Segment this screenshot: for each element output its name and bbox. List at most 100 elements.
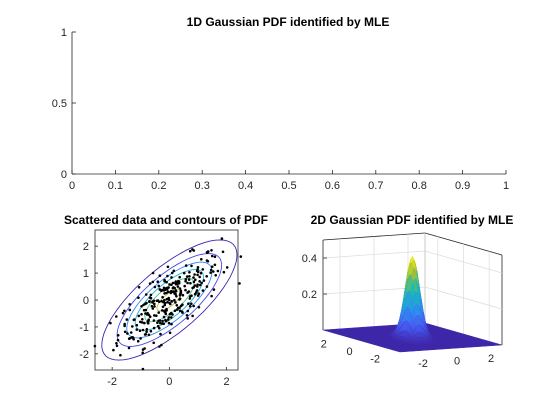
scatter-y-tick-label: -1 [79,322,89,334]
scatter-point [190,264,193,268]
scatter-point [147,333,151,337]
scatter-point [163,301,167,305]
scatter-point [166,300,169,304]
scatter-y-tick-label: -2 [79,349,89,361]
top-axes-x-tick-label: 0.7 [368,180,383,192]
scatter-point [198,280,201,283]
scatter-point [148,315,152,318]
scatter-point [156,324,160,328]
scatter-point [212,288,216,291]
scatter-point [199,271,203,275]
scatter-point [185,275,189,278]
scatter-y-ticks: -2 -1 0 1 2 [79,241,98,361]
scatter-y-tick-label: 0 [83,295,89,307]
scatter-point [151,280,155,284]
scatter-point [180,310,184,314]
scatter-point [202,279,206,282]
scatter-point [184,264,188,267]
scatter-point [123,309,126,313]
scatter-points [93,237,243,371]
top-axes: 1D Gaussian PDF identified by MLE 0 0.1 0.… [52,15,509,192]
scatter-point [139,337,142,340]
scatter-point [161,305,165,309]
scatter-axes: Scattered data and contours of PDF -2 0 2 … [64,213,268,388]
surface-patch [430,338,436,342]
scatter-point [178,309,182,313]
scatter-point [143,321,146,325]
scatter-point [141,367,145,371]
scatter-point [205,259,209,262]
scatter-point [131,325,134,328]
scatter-point [174,281,177,285]
top-axes-x-tick-label: 0.4 [238,180,253,192]
scatter-x-tick-label: -2 [107,376,117,388]
scatter-point [210,294,213,298]
scatter-point [137,314,141,318]
scatter-point [170,276,173,279]
scatter-point [171,281,175,285]
scatter-point [186,291,189,294]
surface-patch [429,340,435,343]
scatter-point [153,285,157,289]
scatter-point [239,255,243,258]
scatter-point [196,266,200,269]
surface-x-tick-label: -2 [418,358,428,370]
scatter-point [178,275,181,279]
surface-mesh [388,255,437,346]
scatter-point [193,273,196,276]
scatter-point [166,318,170,321]
scatter-point [152,326,156,330]
surface-axes-title: 2D Gaussian PDF identified by MLE [311,213,514,227]
scatter-point [175,304,179,307]
scatter-point [156,321,159,325]
scatter-point [163,298,166,302]
scatter-point [178,297,182,301]
scatter-point [181,303,184,307]
top-axes-x-tick-label: 0.6 [325,180,340,192]
scatter-point [210,254,214,258]
scatter-point [184,279,187,283]
scatter-point [160,343,163,347]
scatter-point [190,302,193,306]
scatter-point [149,329,153,333]
scatter-point [137,296,140,300]
scatter-point [137,286,141,289]
scatter-point [115,342,118,345]
scatter-point [225,266,229,269]
scatter-point [192,280,196,284]
scatter-point [170,271,174,275]
scatter-point [192,249,196,252]
scatter-point [167,316,171,319]
scatter-point [173,309,177,313]
scatter-point [198,275,201,279]
scatter-point [152,319,156,322]
scatter-point [162,315,166,319]
scatter-point [196,273,199,277]
scatter-point [143,347,146,350]
scatter-point [150,304,154,308]
scatter-point [188,297,192,300]
scatter-point [194,278,197,282]
scatter-point [166,265,170,269]
scatter-point [132,337,135,341]
top-axes-x-tick-label: 0.5 [281,180,296,192]
scatter-point [185,314,189,317]
scatter-y-tick-label: 2 [83,241,89,253]
contour-line [101,239,238,361]
scatter-point [140,321,144,324]
scatter-point [136,339,140,343]
scatter-point [184,288,187,292]
scatter-point [165,288,169,291]
scatter-point [163,280,166,283]
scatter-point [210,249,213,252]
scatter-point [186,317,189,320]
scatter-point [177,279,180,283]
top-axes-y-tick-label: 0 [61,169,67,181]
scatter-point [192,304,195,308]
scatter-point [189,295,192,298]
contour-line [134,269,204,331]
scatter-point [200,258,203,261]
scatter-point [162,322,165,326]
surface-patch [430,338,436,342]
scatter-point [140,305,143,308]
